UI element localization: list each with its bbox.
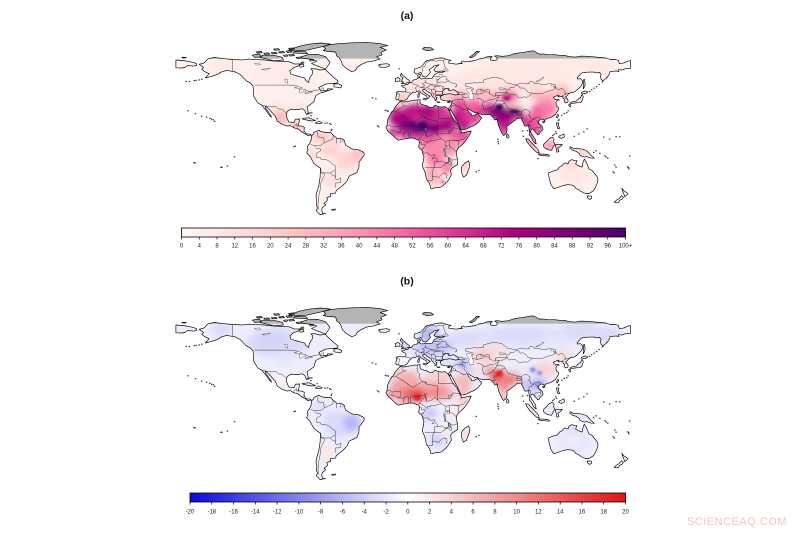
svg-text:0: 0 <box>180 244 184 250</box>
svg-text:84: 84 <box>551 244 558 250</box>
svg-text:14: 14 <box>557 510 564 516</box>
svg-text:24: 24 <box>285 244 292 250</box>
svg-text:16: 16 <box>249 244 256 250</box>
svg-text:88: 88 <box>569 244 576 250</box>
svg-text:4: 4 <box>450 510 454 516</box>
svg-text:4: 4 <box>198 244 202 250</box>
svg-text:(a): (a) <box>401 10 414 22</box>
svg-text:92: 92 <box>587 244 594 250</box>
svg-text:-14: -14 <box>251 510 260 516</box>
svg-text:-6: -6 <box>340 510 346 516</box>
svg-text:32: 32 <box>320 244 327 250</box>
svg-text:2: 2 <box>428 510 432 516</box>
svg-text:16: 16 <box>579 510 586 516</box>
svg-text:SCIENCEAQ.COM: SCIENCEAQ.COM <box>687 516 787 528</box>
svg-text:-4: -4 <box>362 510 368 516</box>
svg-text:8: 8 <box>493 510 497 516</box>
svg-text:60: 60 <box>445 244 452 250</box>
svg-text:40: 40 <box>356 244 363 250</box>
svg-text:6: 6 <box>471 510 475 516</box>
svg-text:20: 20 <box>622 510 629 516</box>
svg-text:28: 28 <box>302 244 309 250</box>
svg-text:52: 52 <box>409 244 416 250</box>
svg-text:-2: -2 <box>383 510 389 516</box>
svg-text:-18: -18 <box>207 510 216 516</box>
svg-text:56: 56 <box>427 244 434 250</box>
svg-text:18: 18 <box>600 510 607 516</box>
svg-text:76: 76 <box>516 244 523 250</box>
svg-text:20: 20 <box>267 244 274 250</box>
svg-text:-16: -16 <box>229 510 238 516</box>
svg-text:12: 12 <box>535 510 542 516</box>
svg-text:80: 80 <box>533 244 540 250</box>
svg-text:96: 96 <box>604 244 611 250</box>
svg-text:64: 64 <box>462 244 469 250</box>
svg-text:0: 0 <box>406 510 410 516</box>
svg-text:12: 12 <box>231 244 238 250</box>
svg-text:10: 10 <box>513 510 520 516</box>
svg-text:36: 36 <box>338 244 345 250</box>
svg-text:100+: 100+ <box>619 244 633 250</box>
svg-text:-8: -8 <box>318 510 324 516</box>
svg-text:44: 44 <box>374 244 381 250</box>
svg-text:(b): (b) <box>400 276 413 288</box>
svg-text:72: 72 <box>498 244 505 250</box>
svg-text:8: 8 <box>215 244 219 250</box>
svg-text:48: 48 <box>391 244 398 250</box>
svg-text:-20: -20 <box>186 510 195 516</box>
svg-text:-12: -12 <box>273 510 282 516</box>
svg-text:-10: -10 <box>295 510 304 516</box>
svg-text:68: 68 <box>480 244 487 250</box>
